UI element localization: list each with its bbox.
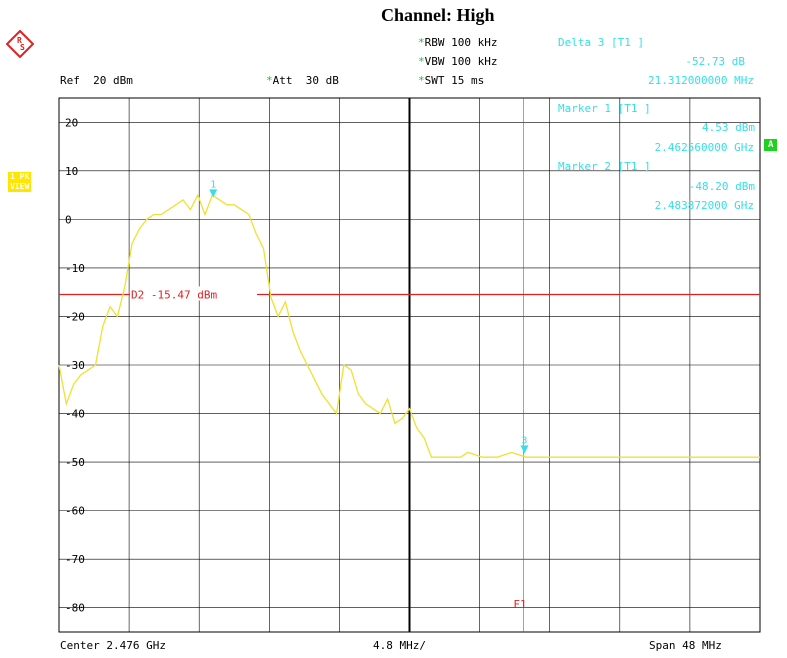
y-tick-label: -80 [65, 602, 85, 615]
marker1-value: 4.53 dBm [702, 121, 755, 134]
marker1-label: Marker 1 [T1 ] [558, 102, 651, 115]
marker1-freq: 2.462560000 GHz [655, 141, 754, 154]
y-tick-label: 20 [65, 116, 78, 129]
y-tick-label: -70 [65, 553, 85, 566]
y-tick-label: -60 [65, 505, 85, 518]
total-span: Span 48 MHz [649, 639, 722, 652]
y-tick-label: 10 [65, 165, 78, 178]
y-tick-label: -40 [65, 408, 85, 421]
marker2-freq: 2.483872000 GHz [655, 199, 754, 212]
division-span: 4.8 MHz/ [373, 639, 426, 652]
marker-label: 3 [521, 435, 527, 446]
y-tick-label: -10 [65, 262, 85, 275]
y-tick-label: 0 [65, 213, 72, 226]
y-tick-label: -20 [65, 310, 85, 323]
marker-triangle [209, 189, 217, 197]
marker2-value: -48.20 dBm [689, 180, 755, 193]
f1-label: F1 [513, 598, 526, 611]
marker-label: 1 [210, 179, 216, 190]
display-line-label: D2 -15.47 dBm [131, 288, 217, 301]
y-tick-label: -50 [65, 456, 85, 469]
marker2-label: Marker 2 [T1 ] [558, 160, 651, 173]
center-frequency: Center 2.476 GHz [60, 639, 166, 652]
marker-triangle [520, 445, 528, 453]
y-tick-label: -30 [65, 359, 85, 372]
